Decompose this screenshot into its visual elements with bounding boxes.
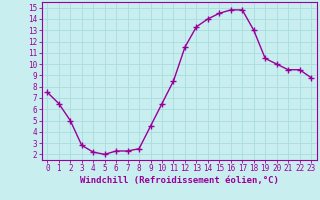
X-axis label: Windchill (Refroidissement éolien,°C): Windchill (Refroidissement éolien,°C) bbox=[80, 176, 279, 185]
